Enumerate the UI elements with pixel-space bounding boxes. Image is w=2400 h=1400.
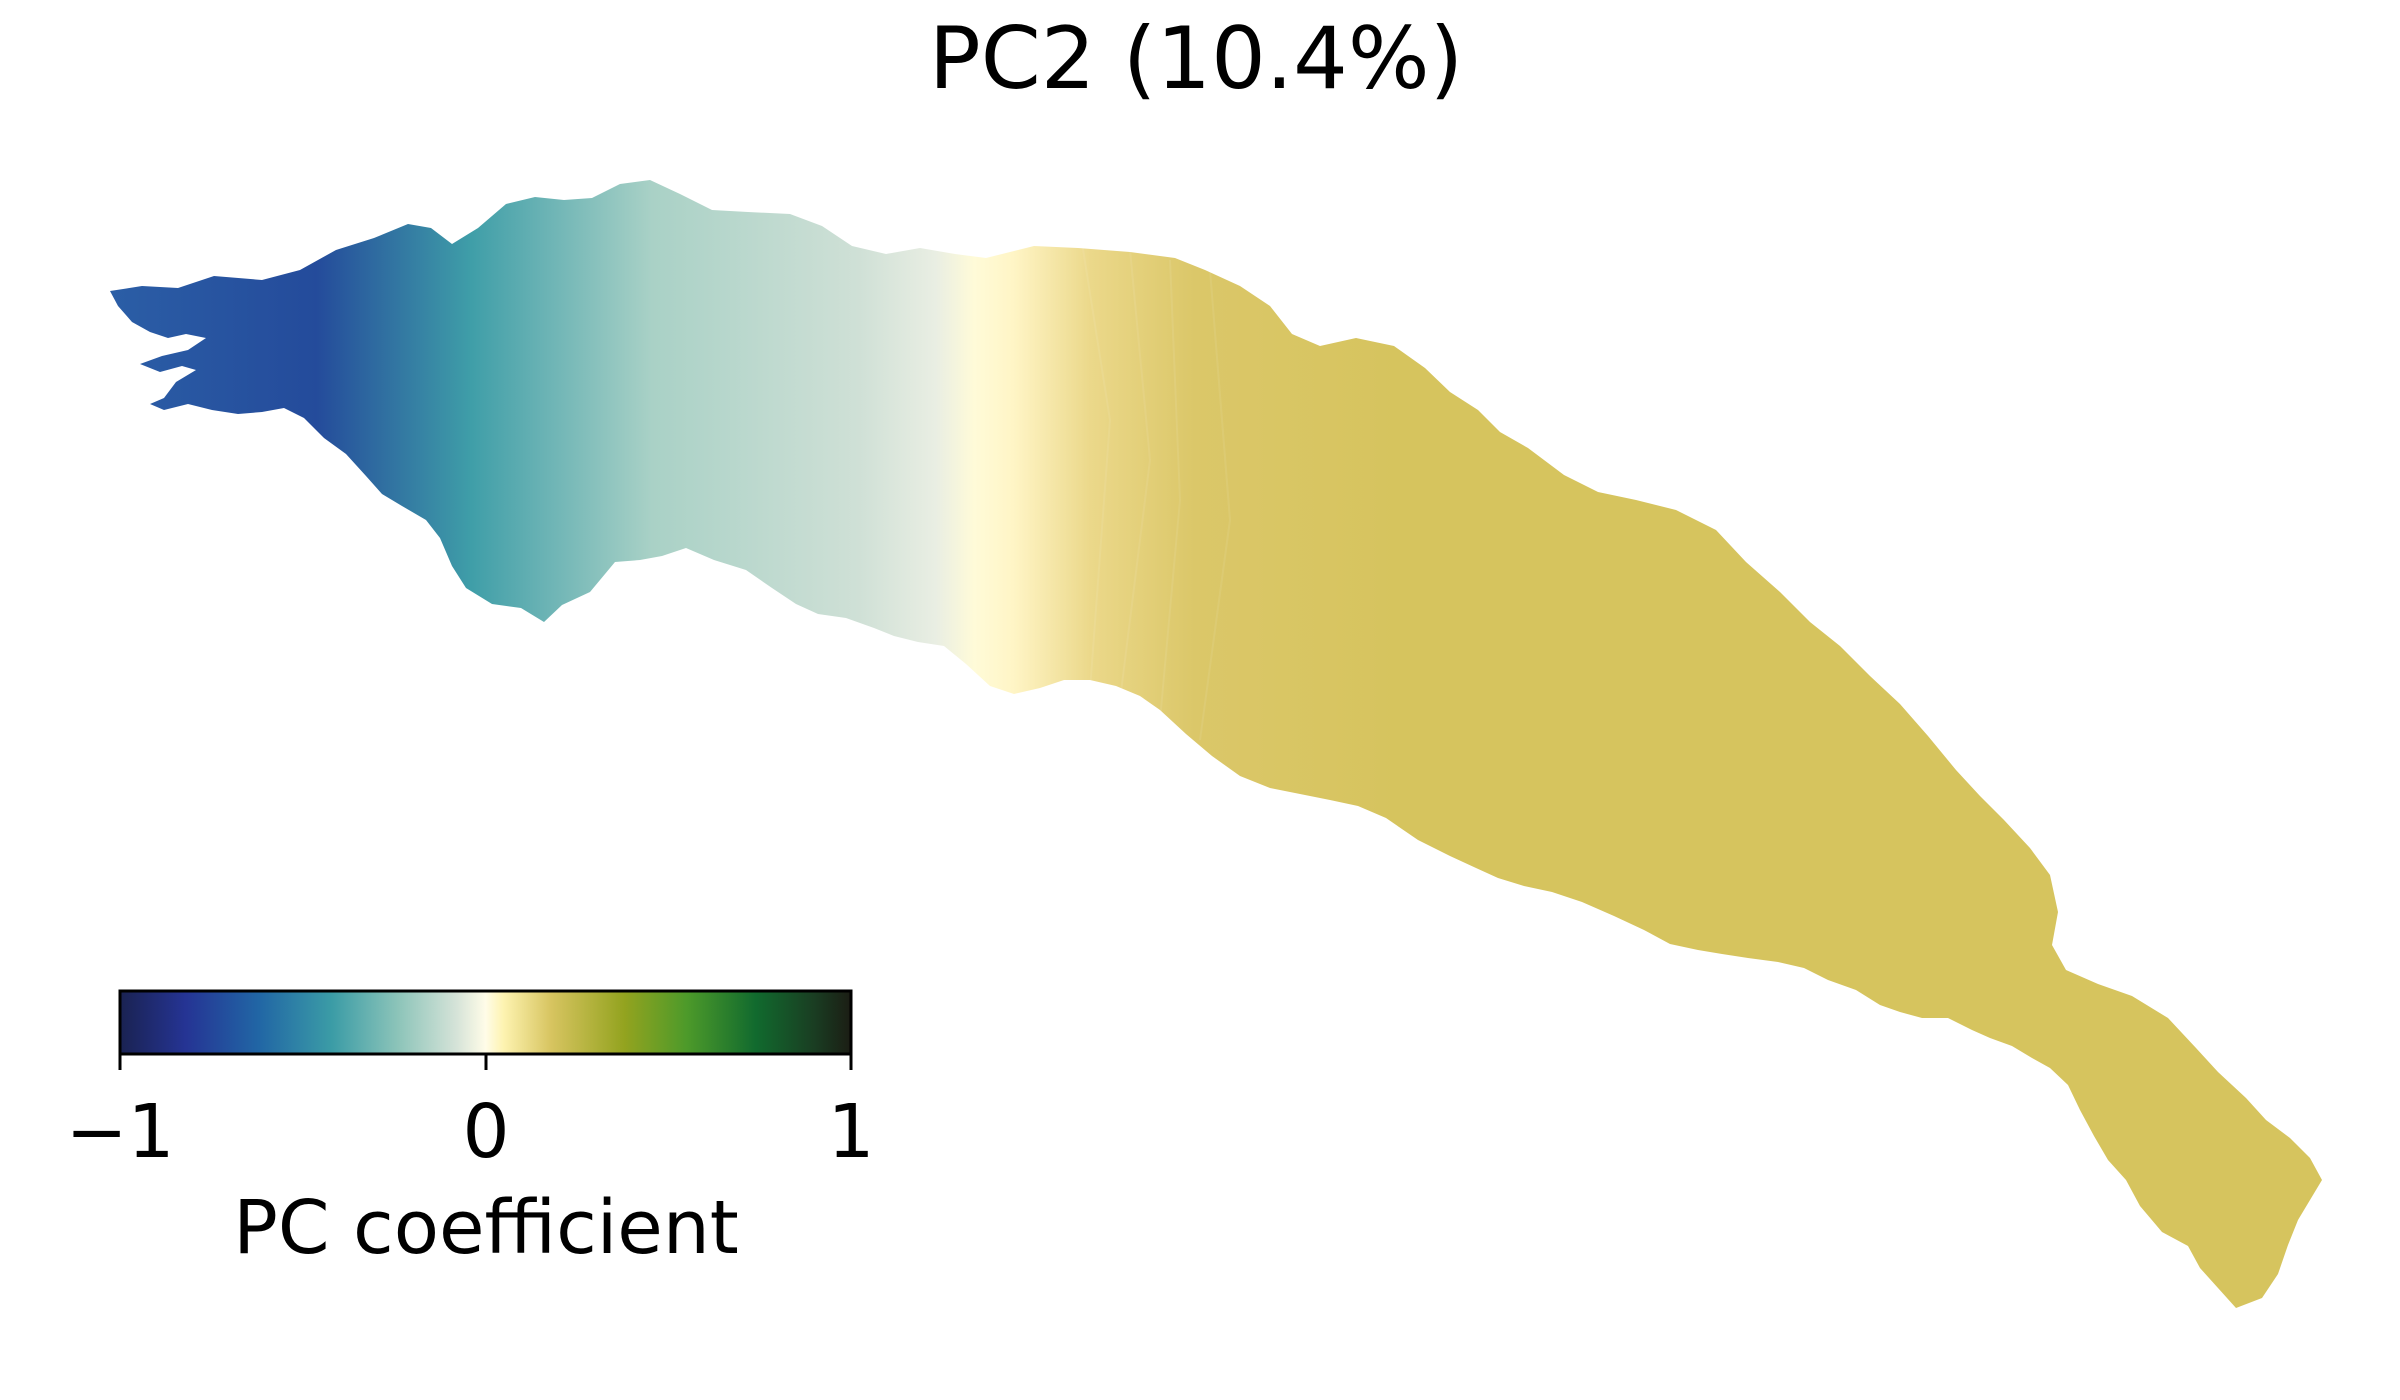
colorbar-tick-label-zero: 0: [462, 1089, 509, 1175]
glacier-domain-field: [110, 180, 2322, 1308]
mesh-texture: [1079, 229, 1232, 741]
map-domain: [110, 180, 2322, 1308]
colorbar-tick-label-min: −1: [65, 1089, 174, 1175]
colorbar-tick-label-max: 1: [827, 1089, 874, 1175]
colorbar-bar: [118, 989, 853, 1056]
colorbar-label: PC coefficient: [233, 1185, 739, 1271]
figure-title: PC2 (10.4%): [929, 9, 1463, 109]
colorbar: −1 0 1 PC coefficient: [65, 989, 875, 1271]
